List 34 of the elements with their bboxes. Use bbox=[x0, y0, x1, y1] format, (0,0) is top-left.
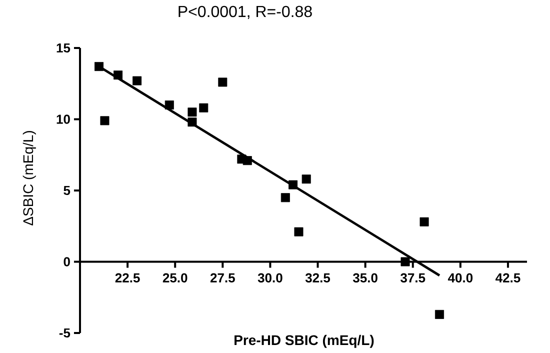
point bbox=[288, 180, 298, 190]
x-tick-label: 32.5 bbox=[305, 273, 330, 282]
x-tick-label: 35.0 bbox=[352, 273, 378, 282]
x-tick-label: 40.0 bbox=[448, 273, 473, 282]
point bbox=[435, 310, 444, 319]
y-tick-label: 10 bbox=[56, 114, 70, 124]
y-axis-title: ΔSBIC (mEq/L) bbox=[22, 131, 36, 226]
point bbox=[242, 156, 252, 166]
point bbox=[132, 76, 142, 86]
point bbox=[164, 100, 174, 110]
y-tick-label: 15 bbox=[56, 43, 70, 53]
point bbox=[294, 227, 304, 236]
point bbox=[188, 108, 197, 117]
x-tick-label: 25.0 bbox=[162, 273, 188, 282]
y-tick-label: -5 bbox=[59, 328, 70, 338]
x-tick-label: 27.5 bbox=[210, 273, 235, 282]
point bbox=[94, 62, 104, 72]
point bbox=[199, 103, 208, 112]
x-tick-label: 37.5 bbox=[400, 273, 426, 282]
point bbox=[280, 193, 290, 202]
x-tick-label: 22.5 bbox=[115, 273, 140, 282]
y-tick-label: 0 bbox=[64, 257, 70, 266]
point bbox=[420, 217, 429, 226]
point bbox=[302, 174, 311, 184]
x-tick-label: 42.5 bbox=[496, 273, 520, 282]
point bbox=[100, 116, 110, 126]
point bbox=[218, 78, 228, 87]
chart-title: P<0.0001, R=-0.88 bbox=[178, 6, 312, 20]
point bbox=[188, 118, 197, 127]
y-tick-label: 5 bbox=[64, 186, 70, 196]
point bbox=[114, 70, 123, 80]
x-tick-label: 30.0 bbox=[258, 273, 282, 282]
point bbox=[400, 257, 410, 266]
x-axis-title: Pre-HD SBIC (mEq/L) bbox=[234, 334, 374, 348]
